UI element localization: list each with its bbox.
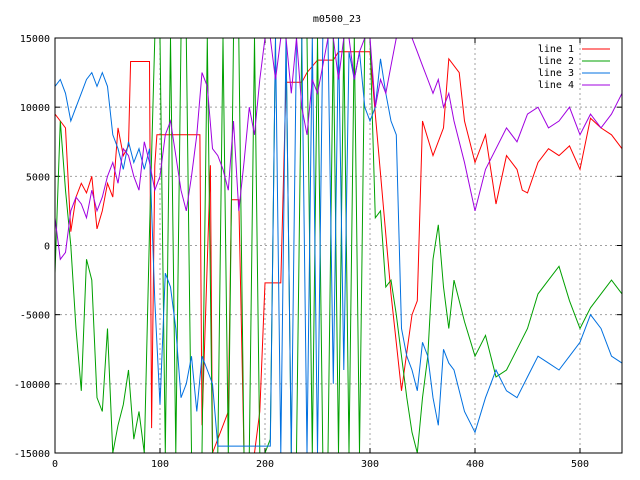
x-tick-label: 200	[256, 459, 274, 470]
y-tick-label: 10000	[20, 103, 50, 114]
y-tick-label: -5000	[20, 311, 50, 322]
x-tick-label: 500	[571, 459, 589, 470]
x-tick-label: 400	[466, 459, 484, 470]
y-tick-label: -15000	[14, 449, 50, 460]
plot-frame	[54, 37, 623, 454]
y-tick-label: 0	[44, 242, 50, 253]
grid	[55, 38, 622, 453]
axis-ticks: 0 100 200 300 400 500 -15000 -10000 -5000 0 5000 10…	[14, 34, 622, 470]
legend-label: line 1	[538, 44, 574, 55]
x-tick-label: 100	[151, 459, 169, 470]
y-tick-label: 5000	[26, 172, 50, 183]
x-tick-label: 300	[361, 459, 379, 470]
series-line-1	[54, 51, 623, 454]
legend-label: line 3	[538, 68, 574, 79]
y-tick-label: -10000	[14, 380, 50, 391]
legend-label: line 4	[538, 80, 574, 91]
x-tick-label: 0	[52, 459, 58, 470]
y-tick-label: 15000	[20, 34, 50, 45]
legend-label: line 2	[538, 56, 574, 67]
chart-title: m0500_23	[313, 14, 361, 25]
